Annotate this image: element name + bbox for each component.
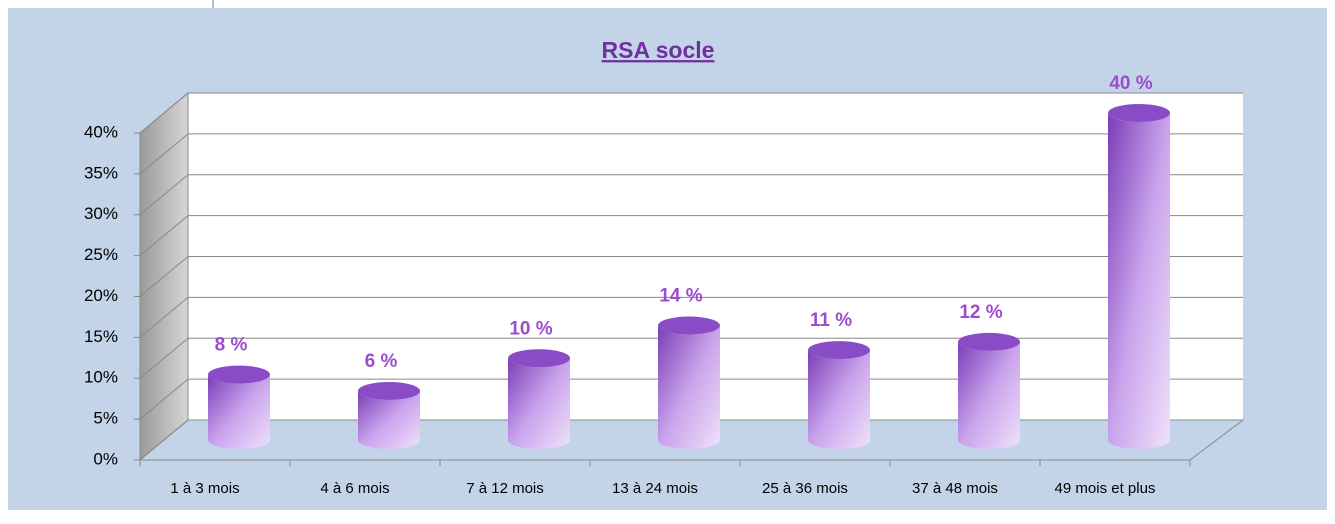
bar-top [508,349,570,368]
x-tick-label: 37 à 48 mois [912,480,998,497]
y-tick-label: 5% [93,409,118,428]
bar-top [658,316,720,335]
chart-title: RSA socle [602,37,715,63]
y-tick-label: 40% [84,122,118,141]
x-tick-label: 13 à 24 mois [612,480,698,497]
y-tick-label: 15% [84,327,118,346]
y-tick-label: 10% [84,368,118,387]
value-label: 8 % [215,335,248,356]
y-tick-label: 0% [93,449,118,468]
value-label: 40 % [1109,73,1152,94]
y-tick-label: 20% [84,286,118,305]
value-label: 10 % [509,318,552,339]
side-grid-line [139,337,189,379]
y-tick-label: 25% [84,245,118,264]
side-grid-line [139,174,189,216]
x-tick-label: 4 à 6 mois [320,480,389,497]
side-grid-line [139,419,189,461]
bar-top [958,332,1020,351]
bar-top [358,381,420,400]
value-label: 6 % [365,351,398,372]
x-tick-label: 7 à 12 mois [466,480,544,497]
value-label: 12 % [959,302,1002,323]
bar [508,358,570,449]
bar [358,390,420,449]
side-grid-line [139,378,189,420]
bar-top [808,341,870,360]
bar-top [1108,104,1170,122]
x-tick-label: 1 à 3 mois [170,480,239,497]
bar [1108,113,1170,449]
y-tick-label: 30% [84,204,118,223]
side-grid-line [139,133,189,175]
x-tick-label: 25 à 36 mois [762,480,848,497]
bar [958,341,1020,449]
side-grid-line [139,92,189,134]
bar-top [208,365,270,384]
bar [658,325,720,449]
value-label: 11 % [810,310,852,331]
side-grid-line [139,256,189,297]
bar [208,374,270,449]
value-label: 14 % [659,286,702,307]
y-tick-label: 35% [84,163,118,182]
x-tick-label: 49 mois et plus [1055,480,1156,497]
side-grid-line [139,296,189,338]
bar [808,350,870,449]
side-grid-line [139,215,189,257]
